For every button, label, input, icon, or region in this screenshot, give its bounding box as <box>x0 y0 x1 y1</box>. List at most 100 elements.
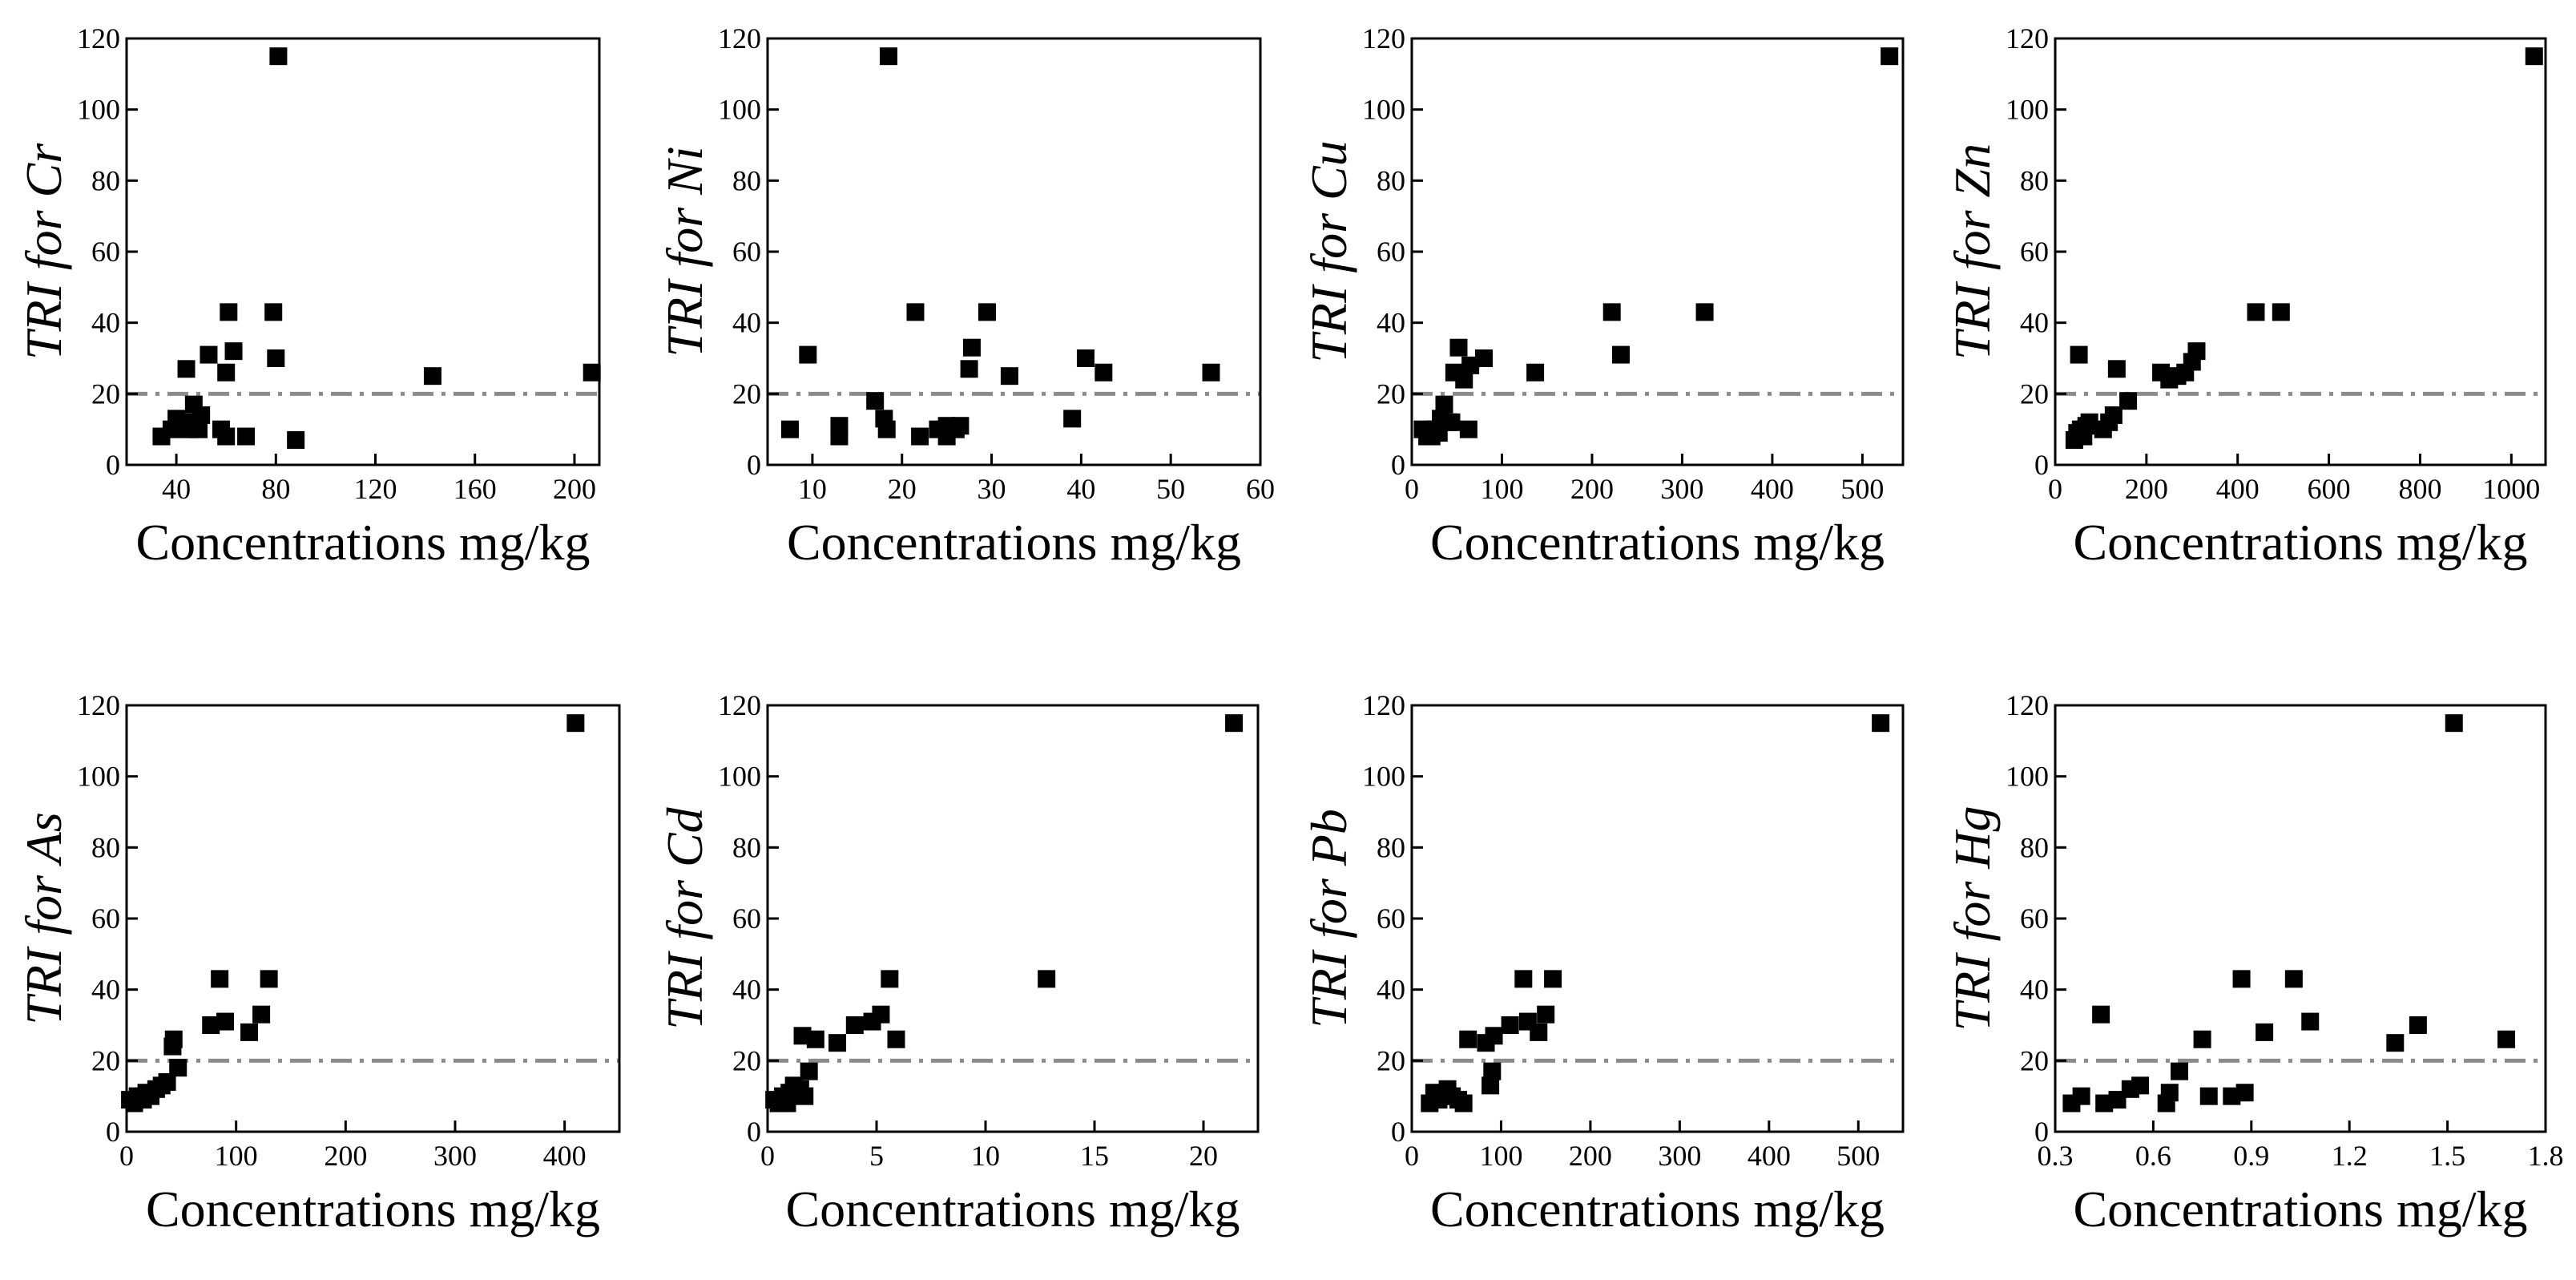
data-point <box>1063 410 1082 428</box>
y-tick-label: 60 <box>1377 236 1405 268</box>
y-axis-label: TRI for Cu <box>1300 140 1357 362</box>
y-tick-label: 100 <box>2006 761 2049 793</box>
y-tick-label: 20 <box>2020 378 2049 410</box>
data-point <box>2092 1005 2110 1024</box>
data-point <box>951 417 970 435</box>
y-tick-label: 40 <box>1377 974 1405 1006</box>
x-tick-label: 300 <box>433 1140 477 1172</box>
x-tick-label: 5 <box>869 1140 884 1172</box>
y-tick-label: 60 <box>91 236 120 268</box>
x-tick-label: 400 <box>543 1140 587 1172</box>
data-point <box>2080 413 2098 431</box>
y-tick-label: 100 <box>718 94 761 126</box>
y-tick-label: 0 <box>2034 1116 2049 1148</box>
data-point <box>1094 363 1113 382</box>
data-point <box>799 345 817 364</box>
y-tick-label: 0 <box>1391 1116 1405 1148</box>
x-tick-label: 0 <box>1405 473 1419 505</box>
chart-panel-5: 0 20 40 60 80 100 120 0 100 200 300 400 Concentratio… <box>15 689 621 1238</box>
chart-panel-7: 0 20 40 60 80 100 120 0 100 200 300 400 500 Concentra… <box>1300 689 1905 1238</box>
x-tick-label: 1.5 <box>2429 1140 2465 1172</box>
x-tick-label: 200 <box>553 473 596 505</box>
y-tick-label: 120 <box>2006 22 2049 55</box>
x-axis-label: Concentrations mg/kg <box>1430 1181 1885 1238</box>
y-tick-label: 60 <box>732 902 761 935</box>
y-tick-label: 20 <box>2020 1044 2049 1076</box>
data-point <box>2235 1084 2254 1102</box>
data-point <box>217 427 236 446</box>
data-point <box>583 363 601 382</box>
y-tick-label: 20 <box>1377 1044 1405 1076</box>
plot-frame <box>766 37 1262 466</box>
data-point <box>423 367 441 386</box>
y-axis-label: TRI for Ni <box>656 146 713 357</box>
data-point <box>1514 970 1533 988</box>
x-tick-label: 500 <box>1836 1140 1880 1172</box>
data-point <box>1000 367 1018 386</box>
x-axis-label: Concentrations mg/kg <box>2073 514 2527 571</box>
data-point <box>2232 970 2251 988</box>
data-point <box>830 417 849 435</box>
data-point <box>1530 1023 1548 1041</box>
y-axis-label: TRI for As <box>15 812 72 1025</box>
chart-panel-4: 0 20 40 60 80 100 120 0 200 400 600 800 1000 Concentr… <box>1944 22 2547 571</box>
data-point <box>169 1059 187 1077</box>
y-tick-label: 0 <box>747 1116 761 1148</box>
y-tick-label: 40 <box>91 974 120 1006</box>
chart-panel-6: 0 20 40 60 80 100 120 0 5 10 15 20 Concentrations mg… <box>656 689 1260 1238</box>
y-tick-label: 60 <box>2020 902 2049 935</box>
y-tick-label: 60 <box>732 236 761 268</box>
x-tick-label: 200 <box>2125 473 2168 505</box>
x-tick-label: 1.8 <box>2528 1140 2564 1172</box>
y-tick-label: 120 <box>77 22 120 55</box>
y-tick-label: 100 <box>1362 94 1405 126</box>
y-tick-label: 40 <box>91 307 120 339</box>
y-tick-label: 0 <box>747 449 761 481</box>
data-point <box>796 1087 814 1105</box>
data-point <box>2386 1034 2405 1052</box>
data-point <box>1449 338 1468 357</box>
data-point <box>845 1016 864 1034</box>
y-tick-label: 0 <box>106 1116 120 1148</box>
data-point <box>1454 1094 1473 1112</box>
x-tick-label: 15 <box>1080 1140 1109 1172</box>
x-tick-label: 600 <box>2308 473 2351 505</box>
data-point <box>806 1030 824 1048</box>
chart-panel-3: 0 20 40 60 80 100 120 0 100 200 300 400 500 Concentra… <box>1300 22 1905 571</box>
data-point <box>1459 420 1477 438</box>
x-tick-label: 120 <box>354 473 397 505</box>
y-tick-label: 40 <box>732 307 761 339</box>
y-tick-label: 120 <box>77 689 120 721</box>
y-tick-label: 100 <box>1362 761 1405 793</box>
y-tick-label: 80 <box>2020 164 2049 196</box>
y-axis-label: TRI for Cd <box>656 806 713 1029</box>
x-tick-label: 0 <box>119 1140 134 1172</box>
y-tick-label: 60 <box>2020 236 2049 268</box>
data-point <box>192 406 211 424</box>
x-tick-label: 10 <box>971 1140 1000 1172</box>
y-tick-label: 120 <box>2006 689 2049 721</box>
data-point <box>1695 303 1714 321</box>
data-point <box>1602 303 1621 321</box>
y-tick-label: 20 <box>1377 378 1405 410</box>
data-point <box>1474 349 1493 367</box>
y-tick-label: 40 <box>732 974 761 1006</box>
x-tick-label: 40 <box>1066 473 1095 505</box>
y-tick-label: 120 <box>718 689 761 721</box>
x-tick-label: 200 <box>1570 473 1614 505</box>
data-point <box>2409 1016 2427 1034</box>
data-point <box>202 1016 220 1034</box>
y-tick-label: 100 <box>77 761 120 793</box>
y-tick-label: 20 <box>732 378 761 410</box>
data-point <box>962 338 981 357</box>
y-axis-label: TRI for Pb <box>1300 809 1357 1028</box>
data-point <box>2187 342 2206 361</box>
y-tick-label: 40 <box>2020 307 2049 339</box>
x-tick-label: 50 <box>1156 473 1185 505</box>
data-point <box>217 363 236 382</box>
x-tick-label: 160 <box>454 473 497 505</box>
data-point <box>1544 970 1562 988</box>
x-tick-label: 400 <box>1748 1140 1791 1172</box>
data-point <box>906 303 925 321</box>
data-point <box>1482 1076 1500 1095</box>
